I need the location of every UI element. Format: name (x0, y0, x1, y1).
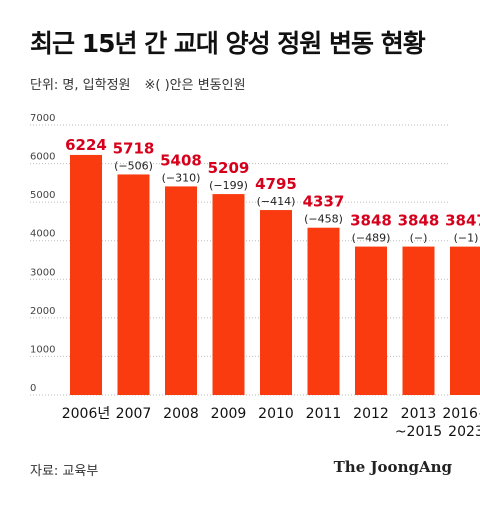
unit-label: 단위: 명, 입학정원 (30, 78, 131, 93)
brand-logo: The JoongAng (333, 458, 452, 476)
change-label: (−489) (352, 232, 391, 245)
change-label: (−458) (304, 213, 343, 226)
x-tick-label: 2009 (211, 406, 247, 422)
bar (402, 246, 435, 395)
x-tick-label: 2008 (163, 406, 199, 422)
data-label: 3848 (398, 212, 440, 230)
bar (117, 174, 150, 395)
y-tick-label: 6000 (30, 152, 55, 163)
note-label: ※( )안은 변동인원 (144, 78, 246, 93)
y-tick-label: 2000 (30, 306, 55, 317)
x-tick-label: 2011 (306, 406, 342, 422)
change-label: (−506) (114, 159, 153, 172)
data-label: 4795 (255, 175, 297, 193)
bar (307, 227, 340, 395)
change-label: (−414) (257, 195, 296, 208)
data-label: 6224 (65, 136, 107, 154)
bar (212, 194, 245, 395)
y-tick-label: 4000 (30, 229, 55, 240)
data-label: 5209 (208, 159, 250, 177)
y-tick-label: 5000 (30, 190, 55, 201)
data-label: 3848 (350, 212, 392, 230)
x-tick-label: 2016~ (442, 406, 480, 422)
bar (70, 154, 102, 395)
y-tick-label: 1000 (30, 344, 55, 355)
x-tick-label: ~2015 (395, 424, 442, 440)
y-tick-label: 0 (30, 383, 36, 394)
x-tick-label: 2012 (353, 406, 389, 422)
y-tick-label: 3000 (30, 267, 55, 278)
data-label: 5408 (160, 151, 202, 169)
change-label: (−1) (454, 232, 479, 245)
data-label: 5718 (113, 139, 155, 157)
x-tick-label: 2013 (401, 406, 437, 422)
bar (450, 246, 480, 395)
data-label: 3847 (445, 212, 480, 230)
change-label: (−199) (209, 179, 248, 192)
change-label: (−310) (162, 171, 201, 184)
data-label: 4337 (303, 193, 345, 211)
change-label: (−) (410, 232, 428, 245)
chart-title: 최근 15년 간 교대 양성 정원 변동 현황 (30, 29, 426, 58)
bar (355, 246, 387, 395)
y-tick-label: 7000 (30, 113, 55, 124)
bar (165, 186, 197, 395)
chart-subtitle: 단위: 명, 입학정원 ※( )안은 변동인원 (30, 74, 246, 93)
x-tick-label: 2007 (116, 406, 152, 422)
x-tick-label: 2006년 (62, 406, 111, 422)
source-label: 자료: 교육부 (30, 464, 99, 479)
bar (260, 210, 292, 395)
x-tick-label: 2010 (258, 406, 294, 422)
x-tick-label: 2023 (448, 424, 480, 440)
